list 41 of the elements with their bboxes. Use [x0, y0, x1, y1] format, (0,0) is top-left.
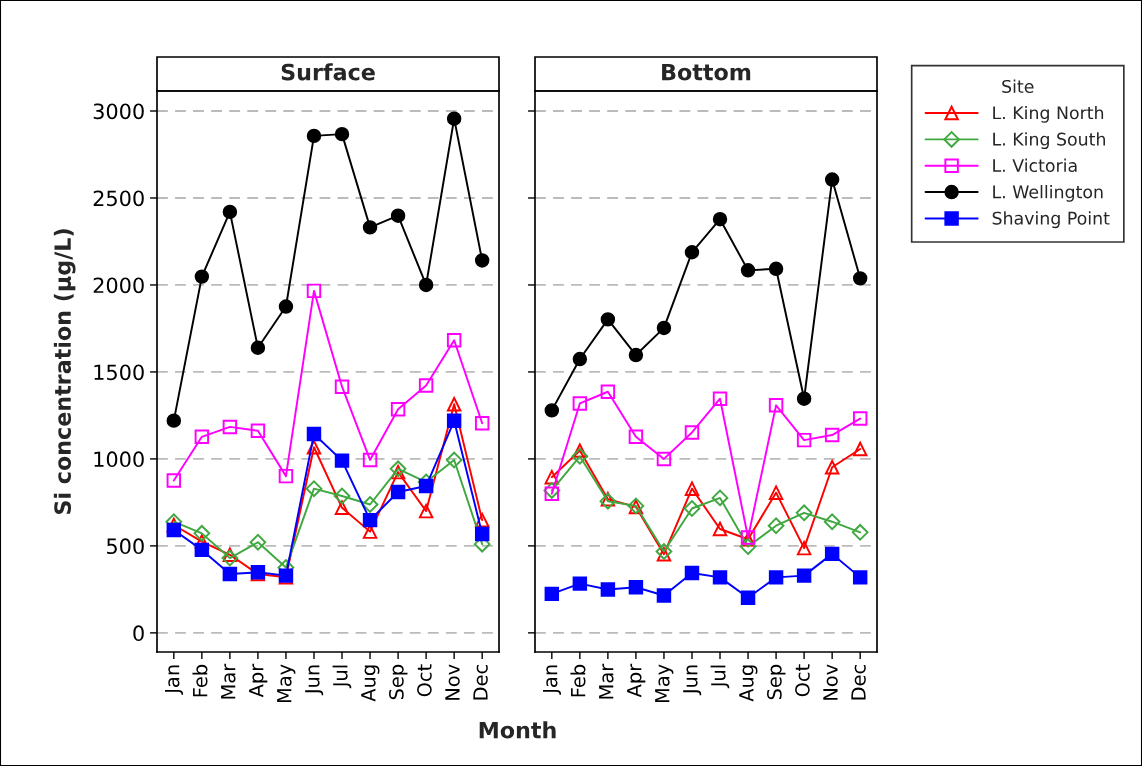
x-tick-label: Jun: [683, 665, 702, 696]
y-tick-label: 1500: [94, 364, 144, 381]
y-tick-label: 0: [133, 625, 144, 642]
x-tick-label: Feb: [192, 664, 208, 697]
legend-title: Site: [1002, 79, 1034, 94]
x-tick-label: Jul: [710, 665, 730, 689]
x-tick-label: Dec: [851, 665, 866, 700]
x-tick-label: Aug: [739, 665, 758, 702]
x-tick-label: Jul: [332, 665, 352, 689]
legend-label: L. Victoria: [993, 158, 1077, 173]
x-tick-label: Jan: [543, 665, 562, 695]
x-tick-label: Jan: [165, 665, 184, 695]
x-tick-label: May: [655, 664, 674, 703]
x-tick-label: Apr: [249, 663, 268, 698]
x-tick-label: Nov: [445, 664, 460, 700]
x-tick-label: Apr: [627, 663, 646, 698]
x-tick-label: May: [277, 664, 296, 703]
chart-title: Surface: [281, 63, 375, 81]
chart-title: Bottom: [662, 63, 751, 81]
x-tick-label: Oct: [417, 664, 432, 697]
y-tick-label: 2500: [93, 190, 144, 207]
x-tick-label: Dec: [473, 665, 488, 700]
x-tick-label: Sep: [389, 664, 408, 700]
y-tick-label: 1000: [94, 451, 144, 468]
legend-label: Shaving Point: [992, 211, 1110, 229]
x-tick-label: Mar: [221, 663, 236, 699]
y-tick-label: 2000: [93, 277, 144, 294]
x-tick-label: Feb: [570, 664, 586, 697]
x-tick-label: Nov: [823, 664, 838, 700]
x-tick-label: Aug: [361, 665, 380, 702]
x-tick-label: Mar: [599, 663, 614, 699]
legend-label: L. King South: [993, 132, 1105, 150]
x-tick-label: Oct: [795, 664, 810, 697]
x-axis-title: Month: [479, 721, 556, 739]
legend-label: L. King North: [993, 105, 1104, 123]
y-tick-label: 3000: [93, 103, 144, 120]
y-tick-label: 500: [107, 538, 144, 555]
y-axis-title: Si concentration (µg/L): [53, 229, 76, 514]
x-tick-label: Jun: [305, 665, 324, 696]
legend-label: L. Wellington: [993, 184, 1103, 202]
x-tick-label: Sep: [767, 664, 786, 700]
